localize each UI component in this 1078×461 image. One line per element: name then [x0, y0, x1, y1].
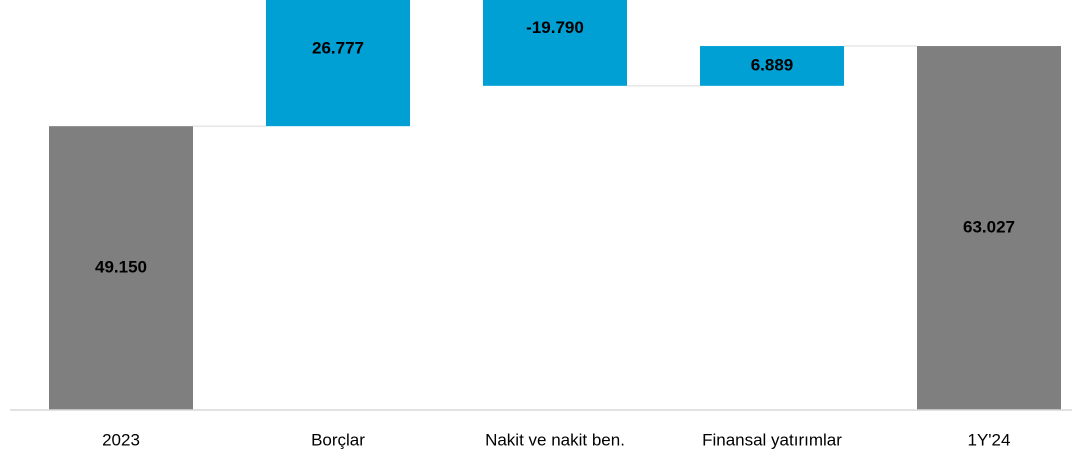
data-label: 49.150 [95, 258, 147, 277]
data-label: 6.889 [751, 55, 794, 74]
x-tick-label: 1Y'24 [968, 430, 1011, 449]
bar [266, 0, 410, 127]
bar [49, 126, 193, 410]
bar [917, 46, 1061, 411]
data-label: 26.777 [312, 38, 364, 57]
x-tick-label: Finansal yatırımlar [702, 430, 842, 449]
x-tick-label: 2023 [102, 430, 140, 449]
x-tick-label: Borçlar [311, 430, 365, 449]
data-label: -19.790 [526, 18, 584, 37]
bar [483, 0, 627, 86]
bar [700, 46, 844, 86]
data-label: 63.027 [963, 218, 1015, 237]
x-tick-label: Nakit ve nakit ben. [485, 430, 625, 449]
